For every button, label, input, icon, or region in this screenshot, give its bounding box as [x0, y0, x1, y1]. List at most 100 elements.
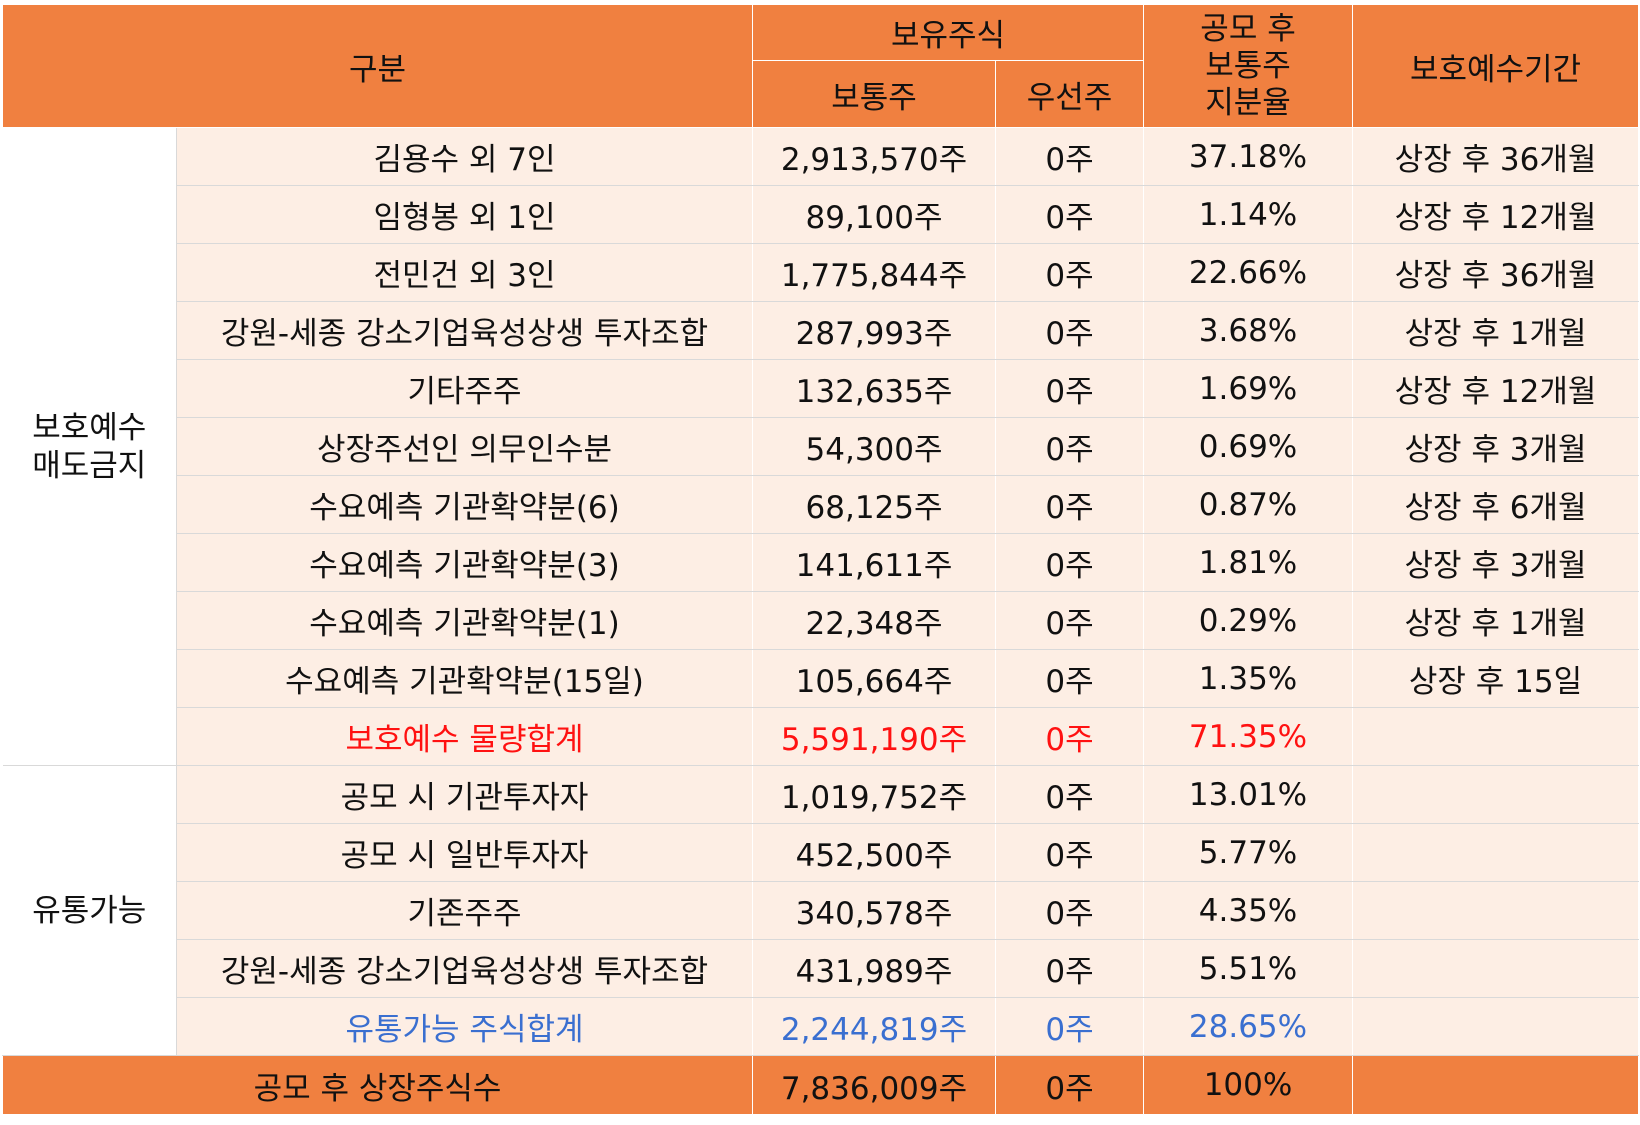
cell-name: 상장주선인 의무인수분 — [176, 417, 754, 476]
cell-ratio: 3.68% — [1143, 301, 1354, 360]
cell-ratio: 71.35% — [1143, 707, 1354, 766]
cell-common: 132,635주 — [752, 359, 997, 418]
table-row: 기존주주 340,578주 0주 4.35% — [3, 881, 1640, 940]
cell-period — [1352, 881, 1640, 940]
cell-common: 68,125주 — [752, 475, 997, 534]
lockup-table: 구분 보유주식 공모 후 보통주 지분율 보호예수기간 보통주 우선주 보호예수… — [1, 4, 1640, 1115]
cell-ratio: 1.69% — [1143, 359, 1354, 418]
table-header: 구분 보유주식 공모 후 보통주 지분율 보호예수기간 보통주 우선주 — [1, 4, 1640, 128]
table-row: 기타주주 132,635주 0주 1.69% 상장 후 12개월 — [3, 359, 1640, 418]
cell-preferred: 0주 — [995, 765, 1145, 824]
header-ratio-line1: 공모 후 — [1200, 10, 1296, 47]
cell-common: 340,578주 — [752, 881, 997, 940]
cell-preferred: 0주 — [995, 417, 1145, 476]
table-footer: 공모 후 상장주식수 7,836,009주 0주 100% — [1, 1055, 1640, 1115]
cell-common: 431,989주 — [752, 939, 997, 998]
footer-common: 7,836,009주 — [752, 1055, 997, 1115]
header-lockup-period: 보호예수기간 — [1352, 4, 1640, 128]
header-common: 보통주 — [752, 60, 997, 128]
cell-name: 전민건 외 3인 — [176, 243, 754, 302]
cell-name: 임형봉 외 1인 — [176, 185, 754, 244]
cell-period: 상장 후 12개월 — [1352, 359, 1640, 418]
cell-preferred: 0주 — [995, 185, 1145, 244]
cell-name: 공모 시 일반투자자 — [176, 823, 754, 882]
cell-preferred: 0주 — [995, 997, 1145, 1056]
cell-preferred: 0주 — [995, 475, 1145, 534]
cell-common: 1,019,752주 — [752, 765, 997, 824]
cell-name: 공모 시 기관투자자 — [176, 765, 754, 824]
cell-preferred: 0주 — [995, 707, 1145, 766]
cell-ratio: 5.77% — [1143, 823, 1354, 882]
table-row: 수요예측 기관확약분(1) 22,348주 0주 0.29% 상장 후 1개월 — [3, 591, 1640, 650]
cell-ratio: 37.18% — [1143, 127, 1354, 186]
footer-period — [1352, 1055, 1640, 1115]
cell-common: 22,348주 — [752, 591, 997, 650]
cell-period: 상장 후 36개월 — [1352, 127, 1640, 186]
header-ratio-line3: 지분율 — [1205, 84, 1291, 121]
cell-ratio: 0.87% — [1143, 475, 1354, 534]
cell-ratio: 1.35% — [1143, 649, 1354, 708]
cell-preferred: 0주 — [995, 649, 1145, 708]
cell-common: 2,913,570주 — [752, 127, 997, 186]
table-row: 공모 시 일반투자자 452,500주 0주 5.77% — [3, 823, 1640, 882]
cell-period: 상장 후 1개월 — [1352, 301, 1640, 360]
cell-ratio: 4.35% — [1143, 881, 1354, 940]
group-locked-line2: 매도금지 — [32, 447, 147, 484]
cell-name: 강원-세종 강소기업육성상생 투자조합 — [176, 301, 754, 360]
header-holdings: 보유주식 — [752, 4, 1145, 61]
cell-preferred: 0주 — [995, 881, 1145, 940]
table-row: 보호예수 매도금지 김용수 외 7인 2,913,570주 0주 37.18% 상장 후… — [2, 127, 1640, 766]
cell-name: 수요예측 기관확약분(1) — [176, 591, 754, 650]
cell-period: 상장 후 36개월 — [1352, 243, 1640, 302]
footer-name: 공모 후 상장주식수 — [1, 1055, 754, 1115]
cell-common: 287,993주 — [752, 301, 997, 360]
table-row: 유통가능 공모 시 기관투자자 1,019,752주 0주 13.01% — [2, 765, 1640, 1056]
cell-common: 54,300주 — [752, 417, 997, 476]
cell-period: 상장 후 3개월 — [1352, 533, 1640, 592]
table-row: 수요예측 기관확약분(3) 141,611주 0주 1.81% 상장 후 3개월 — [3, 533, 1640, 592]
cell-period: 상장 후 12개월 — [1352, 185, 1640, 244]
cell-ratio: 13.01% — [1143, 765, 1354, 824]
cell-period: 상장 후 15일 — [1352, 649, 1640, 708]
table-row: 강원-세종 강소기업육성상생 투자조합 431,989주 0주 5.51% — [3, 939, 1640, 998]
table-row: 전민건 외 3인 1,775,844주 0주 22.66% 상장 후 36개월 — [3, 243, 1640, 302]
cell-common: 2,244,819주 — [752, 997, 997, 1056]
cell-preferred: 0주 — [995, 939, 1145, 998]
header-ratio-line2: 보통주 — [1205, 47, 1291, 84]
cell-period — [1352, 707, 1640, 766]
cell-preferred: 0주 — [995, 591, 1145, 650]
cell-common: 1,775,844주 — [752, 243, 997, 302]
cell-name: 강원-세종 강소기업육성상생 투자조합 — [176, 939, 754, 998]
table-row: 수요예측 기관확약분(6) 68,125주 0주 0.87% 상장 후 6개월 — [3, 475, 1640, 534]
group-locked-label: 보호예수 매도금지 — [2, 127, 177, 766]
cell-ratio: 1.81% — [1143, 533, 1354, 592]
cell-ratio: 1.14% — [1143, 185, 1354, 244]
cell-ratio: 0.69% — [1143, 417, 1354, 476]
cell-preferred: 0주 — [995, 533, 1145, 592]
cell-period: 상장 후 3개월 — [1352, 417, 1640, 476]
group-tradable-label: 유통가능 — [2, 765, 177, 1056]
group-locked-line1: 보호예수 — [32, 409, 147, 446]
header-ratio: 공모 후 보통주 지분율 — [1143, 4, 1354, 128]
header-preferred: 우선주 — [995, 60, 1145, 128]
cell-preferred: 0주 — [995, 127, 1145, 186]
locked-total-row: 보호예수 물량합계 5,591,190주 0주 71.35% — [3, 707, 1640, 766]
cell-name: 보호예수 물량합계 — [176, 707, 754, 766]
table-row: 수요예측 기관확약분(15일) 105,664주 0주 1.35% 상장 후 15일 — [3, 649, 1640, 708]
cell-period: 상장 후 1개월 — [1352, 591, 1640, 650]
cell-period — [1352, 997, 1640, 1056]
cell-ratio: 28.65% — [1143, 997, 1354, 1056]
cell-ratio: 5.51% — [1143, 939, 1354, 998]
footer-preferred: 0주 — [995, 1055, 1145, 1115]
cell-preferred: 0주 — [995, 823, 1145, 882]
cell-common: 141,611주 — [752, 533, 997, 592]
cell-name: 김용수 외 7인 — [176, 127, 754, 186]
cell-name: 기타주주 — [176, 359, 754, 418]
cell-common: 105,664주 — [752, 649, 997, 708]
cell-period — [1352, 823, 1640, 882]
cell-period — [1352, 939, 1640, 998]
header-category: 구분 — [1, 4, 754, 128]
cell-preferred: 0주 — [995, 243, 1145, 302]
footer-ratio: 100% — [1143, 1055, 1354, 1115]
cell-common: 452,500주 — [752, 823, 997, 882]
